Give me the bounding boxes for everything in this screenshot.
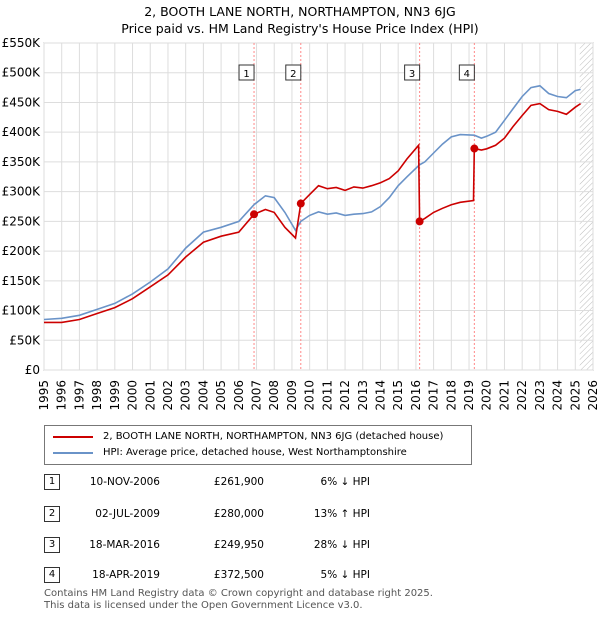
y-tick-label: £200K (2, 244, 42, 258)
x-tick-label: 2011 (320, 380, 334, 411)
hpi-line-swatch (53, 452, 93, 454)
y-tick-label: £550K (2, 36, 42, 50)
x-tick-label: 2021 (497, 380, 511, 411)
y-tick-label: £500K (2, 66, 42, 80)
plot-area (43, 42, 594, 371)
x-tick-label: 1995 (37, 380, 51, 411)
transaction-price: £372,500 (213, 569, 264, 581)
sale-label-text: 4 (464, 69, 470, 80)
sale-label-box (285, 64, 302, 81)
chart-title: 2, BOOTH LANE NORTH, NORTHAMPTON, NN3 6J… (144, 4, 456, 19)
footer-copyright: Contains HM Land Registry data © Crown c… (44, 588, 433, 599)
sale-point (250, 210, 259, 219)
transaction-price: £261,900 (213, 476, 264, 488)
footer-license: This data is licensed under the Open Gov… (44, 600, 363, 611)
transaction-date: 10-NOV-2006 (89, 476, 160, 488)
x-tick-label: 2016 (409, 380, 423, 411)
transaction-number: 3 (44, 537, 60, 553)
y-tick-label: £350K (2, 155, 42, 169)
y-tick-label: £50K (9, 333, 41, 347)
sale-point (296, 199, 305, 208)
price-line-swatch (53, 436, 93, 438)
x-tick-label: 2005 (214, 380, 228, 411)
x-tick-label: 1999 (108, 380, 122, 411)
price-paid-line (44, 102, 582, 324)
sale-point (470, 144, 479, 153)
table-row: 2 02-JUL-2009 £280,000 13% ↑ HPI (0, 506, 600, 526)
x-tick-label: 1996 (55, 380, 69, 411)
sale-label-box (238, 64, 255, 81)
x-tick-label: 2000 (126, 380, 140, 411)
transaction-price: £280,000 (213, 508, 264, 520)
x-tick-label: 2020 (480, 380, 494, 411)
y-tick-label: £100K (2, 304, 42, 318)
sale-label-text: 1 (243, 69, 249, 80)
x-tick-label: 1998 (90, 380, 104, 411)
transaction-hpi-diff: 5% ↓ HPI (320, 569, 370, 581)
transaction-number: 4 (44, 567, 60, 583)
x-tick-label: 2022 (515, 380, 529, 411)
transaction-date: 18-MAR-2016 (89, 539, 160, 551)
transaction-price: £249,950 (213, 539, 264, 551)
transaction-number: 2 (44, 506, 60, 522)
sale-label-box (404, 64, 421, 81)
y-tick-label: £0 (25, 363, 40, 377)
x-tick-label: 2017 (427, 380, 441, 411)
chart-legend: 2, BOOTH LANE NORTH, NORTHAMPTON, NN3 6J… (44, 425, 472, 465)
x-tick-label: 2003 (179, 380, 193, 411)
transaction-date: 02-JUL-2009 (95, 508, 160, 520)
x-tick-label: 2015 (391, 380, 405, 411)
x-tick-label: 2025 (568, 380, 582, 411)
legend-hpi-label: HPI: Average price, detached house, West… (103, 447, 407, 458)
price-chart: £0 £50K £100K £150K £200K £250K £300K £350K £400… (2, 36, 600, 411)
legend-price-label: 2, BOOTH LANE NORTH, NORTHAMPTON, NN3 6J… (103, 431, 444, 442)
y-tick-label: £450K (2, 95, 42, 109)
sale-point (415, 217, 424, 226)
x-tick-label: 2008 (267, 380, 281, 411)
transaction-hpi-diff: 28% ↓ HPI (313, 539, 370, 551)
legend-item-price: 2, BOOTH LANE NORTH, NORTHAMPTON, NN3 6J… (53, 429, 443, 445)
transaction-hpi-diff: 6% ↓ HPI (320, 476, 370, 488)
transaction-hpi-diff: 13% ↑ HPI (313, 508, 370, 520)
x-tick-label: 1997 (72, 380, 86, 411)
legend-item-hpi: HPI: Average price, detached house, West… (53, 445, 407, 461)
sale-label-box (458, 64, 475, 81)
table-row: 4 18-APR-2019 £372,500 5% ↓ HPI (0, 567, 600, 587)
x-tick-label: 2002 (161, 380, 175, 411)
x-tick-label: 2019 (462, 380, 476, 411)
sale-label-text: 3 (409, 69, 415, 80)
x-tick-label: 2014 (373, 380, 387, 411)
x-tick-label: 2001 (143, 380, 157, 411)
y-tick-label: £150K (2, 274, 42, 288)
x-tick-label: 2024 (551, 380, 565, 411)
transaction-date: 18-APR-2019 (92, 569, 160, 581)
transaction-number: 1 (44, 474, 60, 490)
x-tick-label: 2006 (232, 380, 246, 411)
x-tick-label: 2018 (444, 380, 458, 411)
projection-hatch (579, 43, 593, 370)
x-tick-label: 2023 (533, 380, 547, 411)
hpi-line (43, 84, 581, 321)
chart-subtitle: Price paid vs. HM Land Registry's House … (121, 21, 479, 36)
table-row: 1 10-NOV-2006 £261,900 6% ↓ HPI (0, 474, 600, 494)
x-tick-label: 2009 (285, 380, 299, 411)
transactions-table: 1 10-NOV-2006 £261,900 6% ↓ HPI 2 02-JUL… (0, 470, 600, 590)
x-tick-label: 2004 (196, 380, 210, 411)
y-tick-label: £400K (2, 125, 42, 139)
x-tick-label: 2007 (250, 380, 264, 411)
x-tick-label: 2012 (338, 380, 352, 411)
y-tick-label: £300K (2, 185, 42, 199)
sale-label-text: 2 (290, 69, 296, 80)
y-tick-label: £250K (2, 214, 42, 228)
x-tick-label: 2026 (586, 380, 600, 411)
x-tick-label: 2010 (303, 380, 317, 411)
x-tick-label: 2013 (356, 380, 370, 411)
table-row: 3 18-MAR-2016 £249,950 28% ↓ HPI (0, 537, 600, 557)
footer-notice: Contains HM Land Registry data © Crown c… (44, 588, 433, 612)
